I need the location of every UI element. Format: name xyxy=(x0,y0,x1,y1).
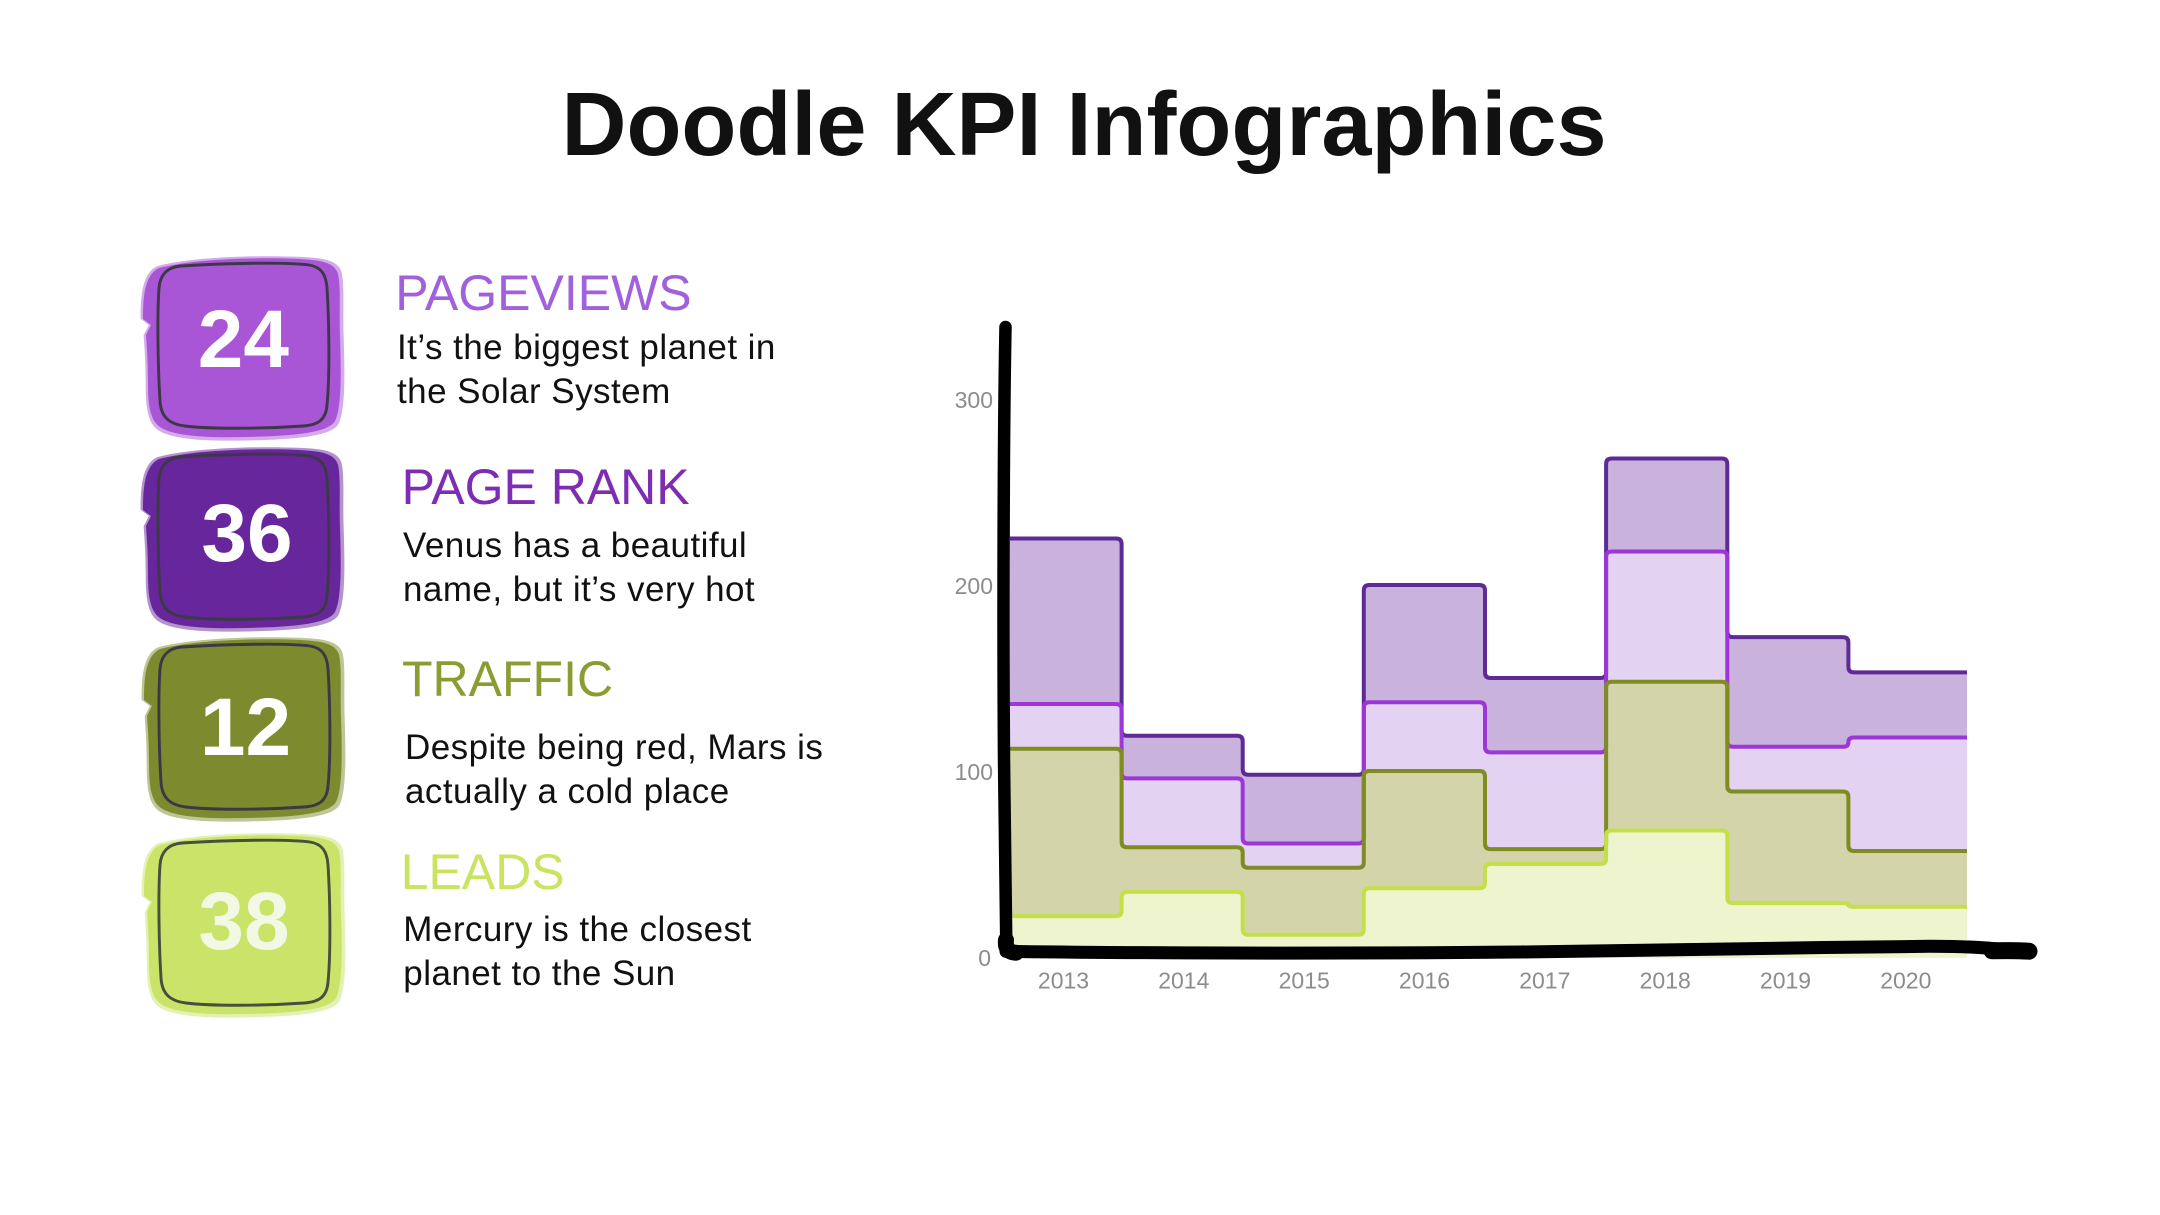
svg-text:2019: 2019 xyxy=(1760,968,1811,994)
svg-text:2017: 2017 xyxy=(1519,968,1570,994)
svg-text:200: 200 xyxy=(955,573,993,599)
svg-text:300: 300 xyxy=(955,387,993,413)
svg-text:2015: 2015 xyxy=(1279,968,1330,994)
svg-text:2014: 2014 xyxy=(1158,968,1209,994)
svg-text:38: 38 xyxy=(198,876,289,967)
svg-text:12: 12 xyxy=(200,682,291,773)
svg-text:2016: 2016 xyxy=(1399,968,1450,994)
svg-text:0: 0 xyxy=(978,945,991,971)
svg-text:2020: 2020 xyxy=(1880,968,1931,994)
svg-text:24: 24 xyxy=(198,294,290,385)
svg-text:2018: 2018 xyxy=(1640,968,1691,994)
svg-text:2013: 2013 xyxy=(1038,968,1089,994)
svg-text:100: 100 xyxy=(955,759,993,785)
svg-text:36: 36 xyxy=(201,488,292,579)
